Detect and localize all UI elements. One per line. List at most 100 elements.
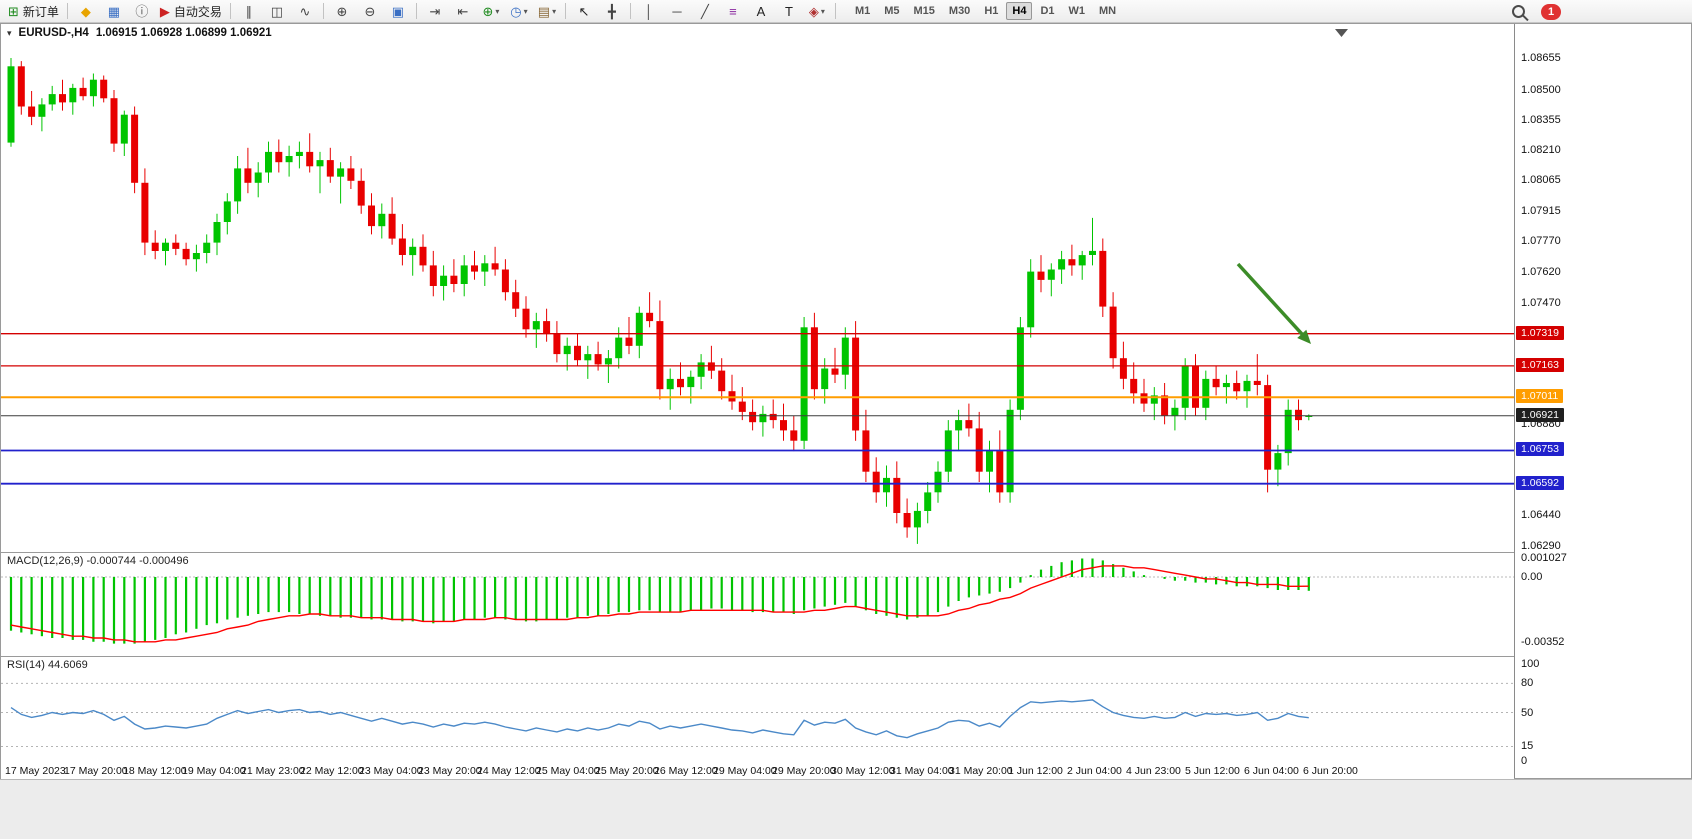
periods-button[interactable]: ◷ ▾ xyxy=(505,1,533,22)
chart-shift-button[interactable]: ⇤ xyxy=(449,1,477,22)
clock-icon: ◷ xyxy=(510,3,522,19)
price-tick-label: 1.08355 xyxy=(1521,113,1561,126)
bar-chart-button[interactable]: ∥ xyxy=(235,1,263,22)
notification-badge[interactable]: 1 xyxy=(1541,3,1561,20)
time-axis-label: 23 May 20:00 xyxy=(418,765,482,777)
chart-ohlc-values: 1.06915 1.06928 1.06899 1.06921 xyxy=(95,27,272,39)
price-tick-label: 1.08655 xyxy=(1521,52,1561,64)
rsi-scale-label: 80 xyxy=(1521,677,1534,690)
time-axis-label: 22 May 12:00 xyxy=(300,765,364,777)
crosshair-icon: ╋ xyxy=(608,3,616,19)
timeframe-d1-button[interactable]: D1 xyxy=(1040,5,1055,17)
time-axis-label: 26 May 12:00 xyxy=(654,765,718,777)
chart-shift-icon: ⇤ xyxy=(457,3,469,19)
toolbar-separator xyxy=(66,3,68,19)
macd-scale-label: 0.00 xyxy=(1521,571,1543,583)
timeframe-w1-button[interactable]: W1 xyxy=(1068,5,1086,17)
arrows-button[interactable]: ◈ ▾ xyxy=(803,1,831,22)
price-badge-1.06592: 1.06592 xyxy=(1516,475,1564,490)
auto-scroll-icon: ⇥ xyxy=(429,3,441,19)
auto-scroll-button[interactable]: ⇥ xyxy=(421,1,449,22)
macd-scale-label: -0.00352 xyxy=(1521,636,1565,649)
zoom-out-icon: ⊖ xyxy=(364,3,376,19)
new-order-icon: ⊞ xyxy=(8,3,19,19)
time-axis-label: 6 Jun 04:00 xyxy=(1244,765,1299,777)
new-order-button[interactable]: ⊞ 新订单 xyxy=(4,1,63,22)
price-badge-1.07163: 1.07163 xyxy=(1516,357,1564,372)
autotrading-button-label: 自动交易 xyxy=(173,4,222,19)
timeframe-m15-button[interactable]: M15 xyxy=(913,5,935,17)
indicators-button[interactable]: ⊕ ▾ xyxy=(477,1,505,22)
macd-panel[interactable] xyxy=(1,552,1514,656)
templates-button[interactable]: ▤ ▾ xyxy=(533,1,561,22)
time-axis-label: 17 May 20:00 xyxy=(64,765,128,777)
toolbar-separator xyxy=(629,3,631,19)
autotrading-play-icon: ▶ xyxy=(159,3,170,19)
tile-windows-icon: ▣ xyxy=(391,3,405,19)
time-axis-label: 19 May 04:00 xyxy=(182,765,246,777)
fibonacci-button[interactable]: ≡ xyxy=(719,1,747,22)
arrow-shapes-icon: ◈ xyxy=(808,3,819,19)
market-watch-button[interactable]: ▦ xyxy=(100,1,128,22)
crosshair-button[interactable]: ╋ xyxy=(598,1,626,22)
price-tick-label: 1.08065 xyxy=(1521,173,1561,186)
time-axis-label: 23 May 04:00 xyxy=(359,765,423,777)
time-axis-label: 24 May 12:00 xyxy=(477,765,541,777)
time-axis-label: 30 May 12:00 xyxy=(831,765,895,777)
timeframe-m5-button[interactable]: M5 xyxy=(884,5,900,17)
time-axis-label: 25 May 04:00 xyxy=(536,765,600,777)
timeframe-mn-button[interactable]: MN xyxy=(1099,5,1117,17)
price-badge-1.07011: 1.07011 xyxy=(1516,389,1564,404)
line-chart-icon: ∿ xyxy=(299,3,311,19)
timeframe-h4-button[interactable]: H4 xyxy=(1006,2,1033,20)
chart-title: ▾ EURUSD-,H4 1.06915 1.06928 1.06899 1.0… xyxy=(7,27,272,39)
line-chart-button[interactable]: ∿ xyxy=(291,1,319,22)
text-button[interactable]: A xyxy=(747,1,775,22)
price-tick-label: 1.07620 xyxy=(1521,265,1561,278)
zoom-in-button[interactable]: ⊕ xyxy=(328,1,356,22)
tile-windows-button[interactable]: ▣ xyxy=(384,1,412,22)
panel-separator xyxy=(1,552,1691,553)
toolbar-separator xyxy=(229,3,231,19)
rsi-scale-label: 50 xyxy=(1521,706,1534,719)
data-window-button[interactable]: ⓘ xyxy=(128,1,156,22)
metaeditor-button[interactable]: ◆ xyxy=(72,1,100,22)
bar-chart-icon: ∥ xyxy=(245,3,253,19)
dropdown-caret-icon: ▾ xyxy=(495,6,500,16)
price-chart[interactable] xyxy=(1,24,1514,552)
price-tick-label: 1.07470 xyxy=(1521,296,1561,309)
text-icon: A xyxy=(756,3,766,19)
chart-window[interactable]: ▾ EURUSD-,H4 1.06915 1.06928 1.06899 1.0… xyxy=(0,23,1692,779)
candlestick-chart-button[interactable]: ◫ xyxy=(263,1,291,22)
rsi-panel[interactable] xyxy=(1,656,1514,763)
zoom-out-button[interactable]: ⊖ xyxy=(356,1,384,22)
trendline-button[interactable]: ╱ xyxy=(691,1,719,22)
price-scale[interactable]: 1.08655 1.08500 1.08355 1.08210 1.08065 1.079… xyxy=(1514,24,1691,778)
time-axis-label: 31 May 20:00 xyxy=(949,765,1013,777)
rsi-label: RSI(14) 44.6069 xyxy=(7,659,88,671)
toolbar-separator xyxy=(322,3,324,19)
autotrading-button[interactable]: ▶ 自动交易 xyxy=(156,1,226,22)
panel-separator xyxy=(1,656,1691,657)
price-badge-1.07319: 1.07319 xyxy=(1516,325,1564,340)
rsi-scale-label: 15 xyxy=(1521,740,1534,753)
horizontal-line-button[interactable]: ─ xyxy=(663,1,691,22)
time-axis-label: 4 Jun 23:00 xyxy=(1126,765,1181,777)
timeframe-h1-button[interactable]: H1 xyxy=(984,5,999,17)
rsi-scale-label: 100 xyxy=(1521,658,1540,670)
cursor-button[interactable]: ↖ xyxy=(570,1,598,22)
text-label-button[interactable]: T xyxy=(775,1,803,22)
fibonacci-icon: ≡ xyxy=(729,3,737,19)
toolbar: ⊞ 新订单 ◆ ▦ ⓘ ▶ 自动交易 ∥ ◫ ∿ ⊕ ⊖ ▣ ⇥ ⇤ ⊕ ▾ ◷ ▾ ▤ ▾ ↖ ╋ │ ─ ╱ ≡ A T ◈ ▾ M1 M… xyxy=(0,0,1692,23)
price-badge-1.06921: 1.06921 xyxy=(1516,407,1564,422)
timeframe-m1-button[interactable]: M1 xyxy=(854,5,871,17)
collapse-triangle-icon[interactable]: ▾ xyxy=(7,27,12,38)
price-badge-1.06753: 1.06753 xyxy=(1516,442,1564,457)
zoom-in-icon: ⊕ xyxy=(336,3,348,19)
search-icon[interactable] xyxy=(1512,5,1525,18)
timeframe-m30-button[interactable]: M30 xyxy=(948,5,971,17)
vertical-line-button[interactable]: │ xyxy=(635,1,663,22)
info-icon: ⓘ xyxy=(135,3,149,19)
toolbar-separator xyxy=(415,3,417,19)
time-axis[interactable]: 17 May 2023 17 May 20:00 18 May 12:00 19 Ma… xyxy=(1,763,1514,779)
